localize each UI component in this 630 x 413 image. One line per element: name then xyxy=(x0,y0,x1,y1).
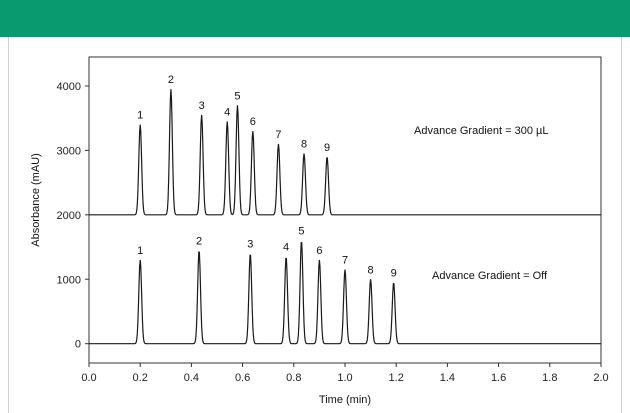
peak-label: 3 xyxy=(247,238,253,250)
peak-label: 1 xyxy=(137,110,143,122)
peak-label: 4 xyxy=(283,242,289,254)
peak-label: 5 xyxy=(234,90,240,102)
peak-label: 7 xyxy=(342,255,348,267)
traces xyxy=(89,89,601,345)
y-axis-title: Absorbance (mAU) xyxy=(30,153,42,247)
peak-label: 6 xyxy=(316,245,322,257)
x-tick-label: 1.4 xyxy=(440,372,455,384)
x-tick-label: 0.0 xyxy=(81,372,96,384)
y-tick-label: 4000 xyxy=(57,81,81,93)
peak-label: 9 xyxy=(324,142,330,154)
trace-series-2 xyxy=(89,242,601,345)
x-tick-label: 0.6 xyxy=(235,372,250,384)
y-tick-label: 3000 xyxy=(57,145,81,157)
y-tick-label: 0 xyxy=(75,339,81,351)
x-tick-label: 1.2 xyxy=(389,372,404,384)
peak-label: 1 xyxy=(137,245,143,257)
peak-label: 6 xyxy=(250,116,256,128)
x-tick-label: 0.2 xyxy=(133,372,148,384)
peak-label: 2 xyxy=(168,74,174,86)
header-band xyxy=(0,0,630,37)
x-tick-label: 1.0 xyxy=(337,372,352,384)
peak-label: 8 xyxy=(301,139,307,151)
peak-label: 9 xyxy=(391,267,397,279)
x-tick-label: 2.0 xyxy=(593,372,608,384)
x-tick-label: 0.4 xyxy=(184,372,199,384)
peak-label: 3 xyxy=(199,100,205,112)
y-tick-label: 1000 xyxy=(57,274,81,286)
peak-label: 5 xyxy=(298,226,304,238)
axes: 0.0 0.2 0.4 0.6 0.8 1.0 1.2 1.4 1.6 1.8 2.0 0 1000 20… xyxy=(57,56,609,384)
peak-label: 4 xyxy=(224,106,230,118)
x-tick-label: 0.8 xyxy=(286,372,301,384)
peak-label: 8 xyxy=(368,264,374,276)
x-axis-title: Time (min) xyxy=(319,394,371,406)
series-annotation: Advance Gradient = Off xyxy=(432,270,548,282)
x-tick-label: 1.8 xyxy=(542,372,557,384)
y-tick-label: 2000 xyxy=(57,210,81,222)
series-annotation: Advance Gradient = 300 µL xyxy=(414,125,548,137)
peak-label: 7 xyxy=(275,129,281,141)
x-tick-label: 1.6 xyxy=(491,372,506,384)
figure-frame xyxy=(8,37,622,413)
peak-label: 2 xyxy=(196,235,202,247)
plot-border xyxy=(88,56,602,364)
trace-series-1 xyxy=(89,89,601,216)
